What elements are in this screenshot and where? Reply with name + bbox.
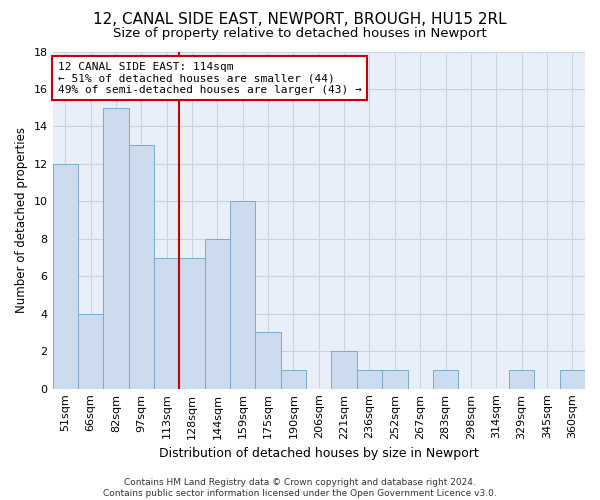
Bar — [256, 332, 281, 388]
Bar — [560, 370, 585, 388]
Bar — [78, 314, 103, 388]
Bar — [230, 202, 256, 388]
Text: 12 CANAL SIDE EAST: 114sqm
← 51% of detached houses are smaller (44)
49% of semi: 12 CANAL SIDE EAST: 114sqm ← 51% of deta… — [58, 62, 362, 95]
Text: 12, CANAL SIDE EAST, NEWPORT, BROUGH, HU15 2RL: 12, CANAL SIDE EAST, NEWPORT, BROUGH, HU… — [93, 12, 507, 28]
Bar — [154, 258, 179, 388]
Bar — [53, 164, 78, 388]
Text: Size of property relative to detached houses in Newport: Size of property relative to detached ho… — [113, 28, 487, 40]
Bar — [433, 370, 458, 388]
Bar — [205, 239, 230, 388]
Text: Contains HM Land Registry data © Crown copyright and database right 2024.
Contai: Contains HM Land Registry data © Crown c… — [103, 478, 497, 498]
X-axis label: Distribution of detached houses by size in Newport: Distribution of detached houses by size … — [159, 447, 479, 460]
Bar — [128, 145, 154, 388]
Bar — [357, 370, 382, 388]
Bar — [103, 108, 128, 388]
Bar — [509, 370, 534, 388]
Y-axis label: Number of detached properties: Number of detached properties — [15, 127, 28, 313]
Bar — [331, 351, 357, 389]
Bar — [382, 370, 407, 388]
Bar — [281, 370, 306, 388]
Bar — [179, 258, 205, 388]
